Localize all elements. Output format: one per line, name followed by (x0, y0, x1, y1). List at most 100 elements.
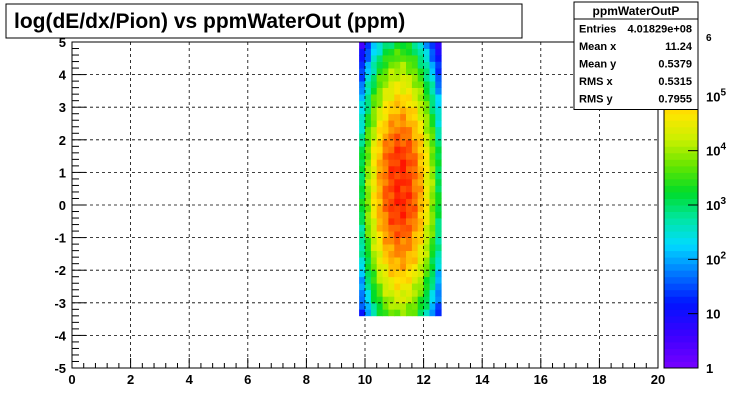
heatmap-cell (423, 68, 430, 75)
heatmap-cell (365, 205, 372, 212)
y-tick-label: -3 (54, 296, 66, 311)
heatmap-cell (406, 172, 413, 180)
heatmap-cell (400, 61, 407, 69)
heatmap-cell (370, 48, 378, 56)
heatmap-cell (394, 218, 401, 225)
y-tick-label: -4 (54, 328, 66, 343)
x-tick-label: 18 (592, 372, 606, 387)
heatmap-cell (417, 146, 424, 154)
heatmap-cell (376, 48, 383, 56)
heatmap-cell (400, 74, 407, 82)
heatmap-cell (429, 218, 436, 225)
heatmap-cell (429, 289, 436, 297)
heatmap-cell (435, 231, 442, 238)
heatmap-cell (382, 100, 389, 108)
heatmap-cell (359, 178, 366, 186)
heatmap-cell (417, 107, 424, 115)
heatmap-cell (388, 42, 395, 49)
heatmap-cell (365, 185, 372, 193)
heatmap-cell (411, 100, 419, 108)
heatmap-cell (417, 205, 424, 212)
heatmap-cell (370, 100, 378, 108)
heatmap-cell (429, 113, 436, 121)
heatmap-cell (376, 289, 383, 297)
heatmap-cell (411, 302, 419, 310)
heatmap-cell (365, 302, 372, 310)
heatmap-cell (406, 257, 413, 265)
heatmap-cell (411, 244, 419, 251)
heatmap-cell (370, 139, 378, 147)
colorbar-segment (664, 263, 698, 271)
heatmap-cell (388, 309, 395, 317)
heatmap-cell (423, 205, 430, 212)
heatmap-cell (365, 165, 372, 173)
x-tick-label: 4 (186, 372, 194, 387)
heatmap-cell (400, 55, 407, 62)
heatmap-cell (394, 192, 401, 199)
heatmap-cell (406, 55, 413, 62)
heatmap-cell (435, 205, 442, 212)
heatmap-cell (370, 224, 378, 232)
heatmap-cell (370, 192, 378, 199)
colorbar-segment (664, 250, 698, 258)
heatmap-cell (388, 289, 395, 297)
heatmap-cell (382, 165, 389, 173)
heatmap-cell (400, 244, 407, 251)
heatmap-cell (429, 302, 436, 310)
heatmap-cell (370, 218, 378, 225)
heatmap-cell (382, 107, 389, 115)
heatmap-cell (388, 257, 395, 265)
heatmap-cell (435, 276, 442, 284)
heatmap-cell (406, 152, 413, 160)
heatmap-cell (400, 159, 407, 167)
heatmap-cell (370, 113, 378, 121)
heatmap-cell (382, 139, 389, 147)
y-tick-label: 4 (59, 68, 67, 83)
heatmap-cell (400, 250, 407, 258)
colorbar-segment (664, 172, 698, 180)
heatmap-cell (435, 81, 442, 88)
heatmap-cell (400, 224, 407, 232)
heatmap-cell (406, 146, 413, 154)
heatmap-cell (423, 126, 430, 134)
heatmap-cell (359, 55, 366, 62)
heatmap-cell (429, 309, 436, 317)
heatmap-cell (411, 81, 419, 88)
heatmap-cell (359, 126, 366, 134)
heatmap-cell (411, 139, 419, 147)
heatmap-cell (359, 74, 366, 82)
heatmap-cell (376, 270, 383, 278)
heatmap-cell (376, 231, 383, 238)
heatmap-cell (429, 74, 436, 82)
heatmap-cell (388, 68, 395, 75)
heatmap-cell (411, 120, 419, 128)
heatmap-cell (400, 296, 407, 304)
heatmap-cell (400, 139, 407, 147)
heatmap-cell (382, 120, 389, 128)
heatmap-cell (423, 283, 430, 291)
heatmap-cell (388, 133, 395, 141)
heatmap-cell (370, 257, 378, 265)
heatmap-cell (411, 205, 419, 212)
heatmap-cell (429, 94, 436, 102)
x-tick-label: 20 (651, 372, 665, 387)
heatmap-cell (423, 244, 430, 251)
heatmap-cell (435, 237, 442, 245)
heatmap-cell (423, 218, 430, 225)
heatmap-cell (417, 113, 424, 121)
heatmap-cell (435, 250, 442, 258)
heatmap-cell (406, 224, 413, 232)
heatmap-cell (417, 55, 424, 62)
heatmap-cell (429, 257, 436, 265)
heatmap-cell (435, 61, 442, 69)
heatmap-cell (359, 42, 366, 49)
heatmap-cell (400, 68, 407, 75)
heatmap-cell (394, 139, 401, 147)
heatmap-cell (394, 146, 401, 154)
heatmap-cell (417, 250, 424, 258)
heatmap-cell (394, 185, 401, 193)
heatmap-cell (382, 250, 389, 258)
heatmap-cell (370, 133, 378, 141)
heatmap-cell (435, 146, 442, 154)
heatmap-cell (365, 276, 372, 284)
